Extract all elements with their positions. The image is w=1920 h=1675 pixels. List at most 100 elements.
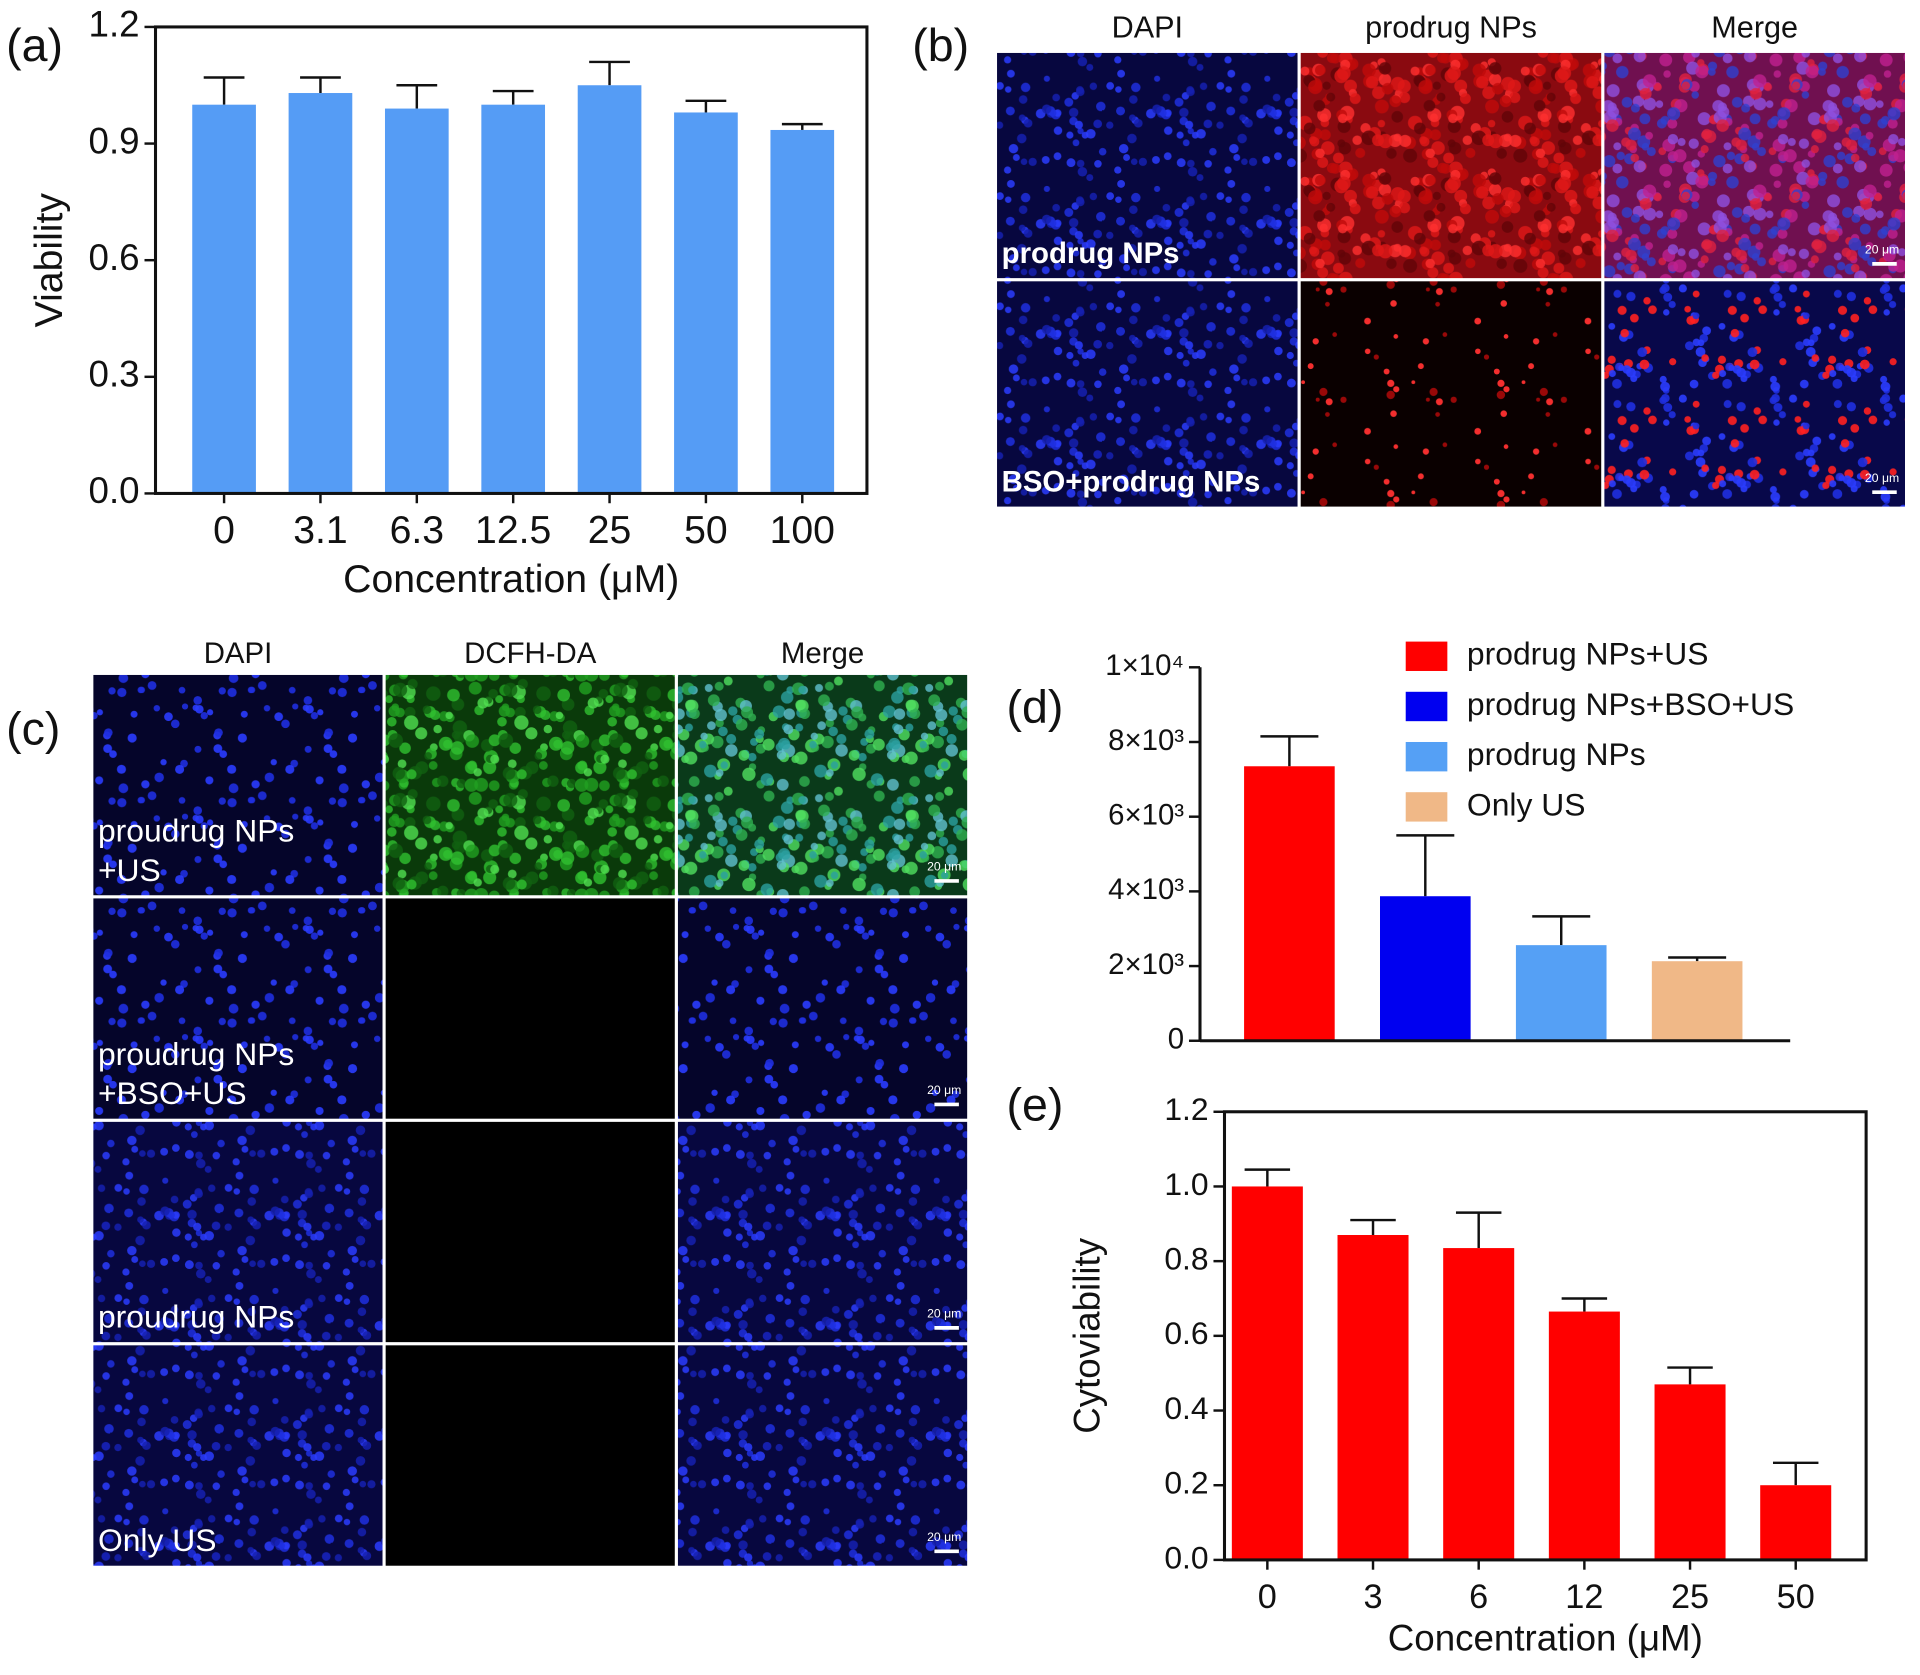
- y-tick-label: 1.0: [1164, 1166, 1208, 1202]
- x-tick-label: 3.1: [293, 509, 347, 552]
- micrograph: [1601, 49, 1909, 282]
- legend-label: prodrug NPs+BSO+US: [1467, 686, 1794, 722]
- legend-swatch: [1405, 641, 1448, 671]
- y-tick-label: 1.2: [1164, 1091, 1208, 1127]
- x-tick-label: 12.5: [475, 509, 551, 552]
- row-label: proudrug NPs: [98, 813, 294, 849]
- micrograph: [1601, 278, 1909, 510]
- column-header: DAPI: [1112, 10, 1183, 44]
- x-tick-label: 0: [1258, 1578, 1277, 1616]
- legend-label: prodrug NPs: [1467, 736, 1646, 772]
- x-tick-label: 25: [588, 509, 632, 552]
- bar: [770, 129, 835, 494]
- x-tick-label: 3: [1363, 1578, 1382, 1616]
- y-tick-label: 0.9: [89, 120, 140, 161]
- micrograph: [382, 895, 678, 1122]
- bar: [674, 112, 738, 494]
- bar: [192, 104, 256, 494]
- y-tick-label: 0: [1168, 1023, 1184, 1056]
- bar: [577, 85, 642, 494]
- y-tick-label: 4×10³: [1108, 873, 1184, 906]
- y-axis-title: Cytoviability: [1066, 1237, 1107, 1434]
- y-tick-label: 8×10³: [1108, 724, 1184, 757]
- row-label: BSO+prodrug NPs: [1002, 465, 1261, 498]
- micrograph: [674, 1118, 971, 1346]
- bar: [1244, 766, 1335, 1041]
- panel-label: (b): [912, 19, 969, 71]
- x-axis-title: Concentration (μM): [343, 558, 679, 601]
- x-tick-label: 50: [1777, 1578, 1815, 1616]
- bar: [384, 108, 449, 494]
- scale-bar-label: 20 μm: [927, 1307, 961, 1321]
- legend-label: prodrug NPs+US: [1467, 636, 1708, 672]
- bar: [1337, 1235, 1409, 1560]
- legend-label: Only US: [1467, 786, 1586, 822]
- bar: [1380, 896, 1471, 1041]
- plot-frame: [153, 25, 869, 495]
- y-tick-label: 0.0: [1164, 1539, 1208, 1575]
- panel-label: (c): [6, 702, 60, 754]
- micrograph: [90, 1342, 386, 1569]
- micrograph: [993, 278, 1301, 510]
- legend-swatch: [1405, 691, 1448, 722]
- micrograph: [1297, 278, 1605, 510]
- y-tick-label: 1.2: [89, 4, 140, 45]
- micrograph: [90, 671, 386, 899]
- row-label: Only US: [98, 1522, 217, 1558]
- scale-bar-label: 20 μm: [927, 1530, 961, 1544]
- micrograph: [674, 671, 971, 899]
- x-tick-label: 100: [770, 509, 835, 552]
- micrograph: [382, 671, 678, 899]
- y-tick-label: 0.8: [1164, 1241, 1208, 1277]
- column-header: Merge: [1711, 10, 1798, 44]
- x-tick-label: 50: [684, 509, 728, 552]
- micrograph: [993, 49, 1301, 282]
- scale-bar-label: 20 μm: [927, 1083, 961, 1097]
- x-tick-label: 6: [1469, 1578, 1488, 1616]
- row-label: +BSO+US: [98, 1075, 247, 1111]
- column-header: DCFH-DA: [464, 637, 597, 670]
- column-header: prodrug NPs: [1365, 10, 1537, 44]
- x-tick-label: 25: [1671, 1578, 1709, 1616]
- bar: [1443, 1248, 1515, 1560]
- bar: [1760, 1485, 1832, 1560]
- legend-swatch: [1405, 792, 1448, 822]
- panel-label: (d): [1007, 680, 1064, 732]
- bar: [1515, 945, 1607, 1041]
- y-tick-label: 0.6: [89, 237, 140, 278]
- panel-label: (e): [1007, 1078, 1064, 1130]
- micrograph: [674, 1342, 971, 1569]
- micrograph: [382, 1342, 678, 1569]
- x-tick-label: 0: [213, 509, 235, 552]
- plot-frame: [1222, 1110, 1868, 1562]
- scale-bar-label: 20 μm: [1865, 243, 1899, 257]
- bar: [1651, 961, 1743, 1041]
- column-header: Merge: [781, 637, 864, 670]
- bar: [481, 104, 546, 494]
- x-tick-label: 6.3: [390, 509, 444, 552]
- bar: [1548, 1311, 1620, 1560]
- bar: [1231, 1186, 1303, 1560]
- row-label: +US: [98, 852, 161, 888]
- y-tick-label: 0.3: [89, 354, 140, 395]
- y-tick-label: 0.2: [1164, 1465, 1208, 1501]
- micrograph: [382, 1118, 678, 1346]
- bar: [288, 93, 353, 494]
- row-label: prodrug NPs: [1002, 237, 1180, 270]
- row-label: proudrug NPs: [98, 1299, 294, 1335]
- y-tick-label: 1×10⁴: [1105, 649, 1184, 682]
- y-tick-label: 0.0: [89, 470, 140, 511]
- bar: [1654, 1384, 1726, 1560]
- legend-swatch: [1405, 741, 1448, 772]
- scale-bar-label: 20 μm: [927, 860, 961, 874]
- column-header: DAPI: [204, 637, 273, 670]
- micrograph: [90, 1118, 386, 1346]
- micrograph: [674, 895, 971, 1122]
- micrograph: [1297, 49, 1605, 282]
- y-axis-title: Viability: [28, 193, 71, 328]
- y-tick-label: 0.4: [1164, 1390, 1208, 1426]
- panel-label: (a): [6, 19, 63, 71]
- y-tick-label: 6×10³: [1108, 798, 1184, 831]
